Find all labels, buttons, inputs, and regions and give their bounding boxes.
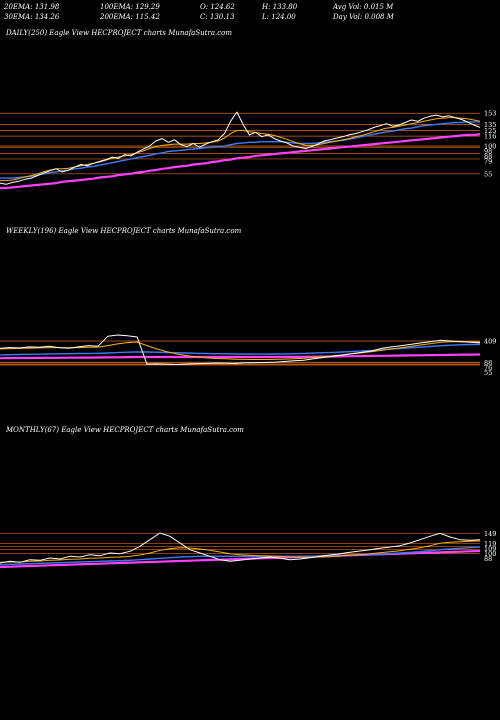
monthly-price-line [0,532,481,564]
daily-level-label: 88 [484,152,492,160]
monthly-level-label: 109 [484,545,496,553]
monthly-ema-long-line [0,546,481,566]
close-readout: C: 130.13 [200,13,235,21]
daily-level-label: 153 [484,110,496,118]
monthly-level-label: 100 [484,550,496,558]
daily-ema-short-line [0,117,481,182]
daily-level-label: 125 [484,127,496,135]
daily-level-label: 79 [484,157,492,165]
daily-level-label: 98 [484,147,492,155]
ema200-readout: 200EMA: 115.42 [100,13,160,21]
weekly-level-label: 47 [484,374,492,375]
ema30-readout: 30EMA: 134.26 [4,13,60,21]
daily-level-label: 55 [484,170,492,178]
daily-ema200-line [0,133,481,190]
monthly-ema-short-line [0,540,481,563]
daily-ema-long-line [0,121,480,179]
daily-level-label: 135 [484,121,496,129]
weekly-ema-short-line [0,341,481,360]
weekly-level-label: 88 [484,359,492,367]
daily-price-line [0,111,481,185]
weekly-chart: 409 88765547 [0,334,496,375]
high-readout: H: 133.80 [262,3,298,11]
low-readout: L: 124.00 [262,13,296,21]
weekly-level-label: 55 [484,369,492,375]
monthly-level-label: 88 [484,555,492,563]
weekly-level-label: 76 [484,364,492,372]
weekly-level-label: 409 [484,338,496,346]
ema100-readout: 100EMA: 129.29 [100,3,160,11]
open-readout: O: 124.62 [200,3,235,11]
monthly-level-label: 119 [484,540,496,548]
weekly-panel-title: WEEKLY(196) Eagle View HECPROJECT charts… [6,227,242,235]
weekly-price-line [0,334,481,365]
weekly-ema200-line [0,353,481,360]
monthly-panel-title: MONTHLY(67) Eagle View HECPROJECT charts… [6,426,244,434]
daily-level-label: 116 [484,133,496,141]
weekly-ema-long-line [0,343,481,356]
ema20-readout: 20EMA: 131.98 [4,3,60,11]
daily-level-label: 100 [484,142,496,150]
monthly-level-label: 149 [484,530,496,538]
avg-vol-readout: Avg Vol: 0.015 M [333,3,394,11]
daily-panel-title: DAILY(250) Eagle View HECPROJECT charts … [6,29,232,37]
day-vol-readout: Day Vol: 0.008 M [333,13,394,21]
